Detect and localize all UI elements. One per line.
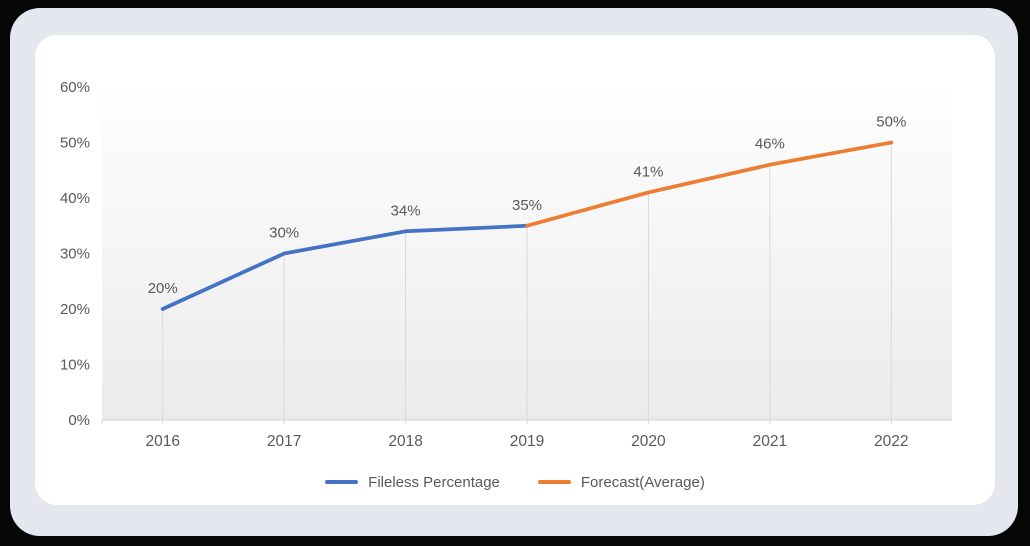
data-label-2021: 46% [755, 136, 785, 153]
x-axis-label-2020: 2020 [631, 433, 666, 450]
legend-line-sample [325, 480, 359, 484]
data-label-2019: 35% [512, 197, 542, 214]
y-axis-tick-label: 0% [68, 412, 90, 429]
chart-card: 0% 10% 20% 30% 40% 50% 60% 2016 2017 2018 2019 2020… [35, 35, 995, 505]
legend-label: Fileless Percentage [368, 473, 500, 491]
fileless-trend-line-chart: 0% 10% 20% 30% 40% 50% 60% 2016 2017 2018 2019 2020… [60, 79, 952, 450]
data-label-2016: 20% [148, 280, 178, 297]
data-label-2022: 50% [876, 114, 906, 131]
x-axis-label-2017: 2017 [267, 433, 301, 450]
legend-item-0: Fileless Percentage [325, 474, 500, 491]
data-label-2020: 41% [633, 163, 663, 180]
legend-item-1: Forecast(Average) [537, 473, 705, 491]
app-panel: 0% 10% 20% 30% 40% 50% 60% 2016 2017 2018 2019 2020… [10, 8, 1018, 536]
y-axis-tick-label: 10% [60, 357, 90, 374]
x-axis-label-2019: 2019 [510, 433, 544, 450]
series-line-1 [525, 140, 894, 228]
x-axis-label-2021: 2021 [753, 433, 787, 450]
y-axis-tick-label: 50% [60, 135, 90, 152]
data-label-2018: 34% [391, 202, 421, 219]
series-line-0 [160, 223, 529, 311]
y-axis-tick-label: 20% [60, 301, 90, 318]
legend-label: Forecast(Average) [580, 473, 705, 491]
x-axis-label-2016: 2016 [145, 433, 179, 450]
legend-line-sample [537, 480, 571, 484]
y-axis-tick-label: 60% [60, 79, 90, 96]
data-label-2017: 30% [269, 225, 299, 242]
x-axis-label-2018: 2018 [388, 433, 422, 450]
y-axis-tick-label: 30% [60, 246, 90, 263]
y-axis-tick-label: 40% [60, 190, 90, 207]
x-axis-label-2022: 2022 [874, 433, 908, 450]
chart-legend: Fileless Percentage Forecast(Average) [35, 472, 995, 492]
